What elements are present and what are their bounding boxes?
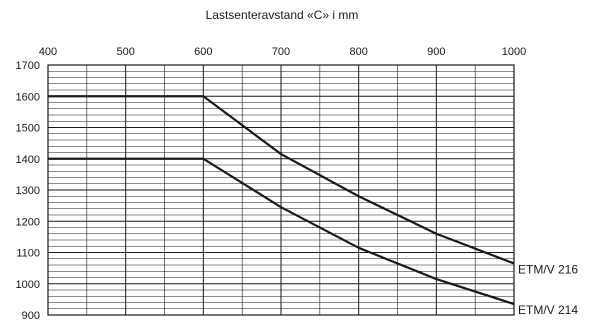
y-tick-label: 1000	[16, 279, 40, 291]
x-tick-label: 500	[116, 46, 134, 58]
y-tick-label: 1400	[16, 154, 40, 166]
series-line	[48, 157, 515, 306]
series-labels: ETM/V 216 ETM/V 214	[518, 262, 578, 317]
grid	[47, 64, 515, 316]
x-tick-label: 700	[272, 46, 290, 58]
plot-frame	[47, 64, 515, 316]
series-line	[48, 95, 515, 265]
series-lines	[48, 95, 515, 306]
y-tick-label: 1200	[16, 216, 40, 228]
y-tick-label: 1500	[16, 123, 40, 135]
x-axis: 400 500 600 700 800 900 1000	[39, 46, 526, 58]
x-tick-label: 1000	[502, 46, 526, 58]
y-axis: 900 1000 1100 1200 1300 1400 1500 1600 1700	[16, 60, 40, 322]
series-label: ETM/V 214	[518, 303, 578, 317]
chart-title: Lastsenteravstand «C» i mm	[206, 8, 359, 22]
y-tick-label: 1100	[16, 248, 40, 260]
y-tick-label: 1700	[16, 60, 40, 72]
y-tick-label: 1600	[16, 91, 40, 103]
x-tick-label: 600	[194, 46, 212, 58]
x-tick-label: 800	[349, 46, 367, 58]
x-tick-label: 400	[39, 46, 57, 58]
y-tick-label: 900	[22, 310, 40, 322]
series-label: ETM/V 216	[518, 262, 578, 276]
x-tick-label: 900	[427, 46, 445, 58]
y-tick-label: 1300	[16, 185, 40, 197]
